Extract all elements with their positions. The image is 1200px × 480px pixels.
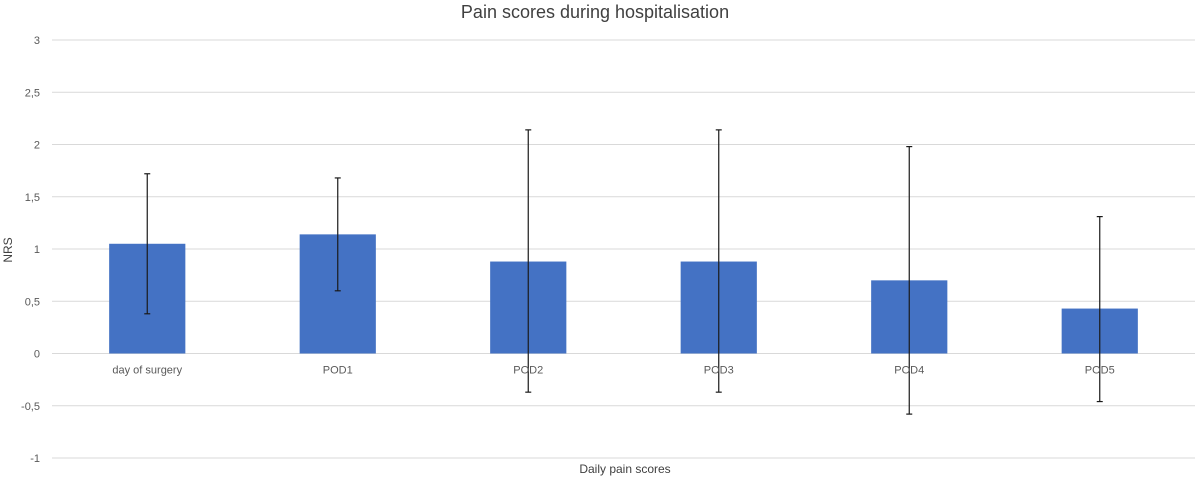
x-tick-label: day of surgery [112,365,182,377]
y-tick-label: 2,5 [25,87,40,99]
y-axis-ticks: -1 -0,5 0 0,5 1 1,5 2 2,5 3 [21,35,40,465]
gridlines [52,39,1195,459]
x-tick-label: POD3 [704,365,734,377]
error-bar [144,173,151,315]
y-tick-label: -0,5 [21,401,40,413]
y-tick-label: 0 [34,349,40,361]
error-bar [525,129,532,393]
y-tick-label: 3 [34,35,40,47]
x-tick-label: POD2 [513,365,543,377]
y-axis-label: NRS [1,237,15,262]
x-tick-label: POD1 [323,365,353,377]
error-bar [334,177,341,292]
y-tick-label: 1 [34,244,40,256]
x-axis-label: Daily pain scores [579,462,670,476]
y-tick-label: 1,5 [25,192,40,204]
error-bar [715,129,722,393]
y-tick-label: 0,5 [25,296,40,308]
y-tick-label: -1 [30,453,40,465]
y-tick-label: 2 [34,140,40,152]
error-bar [906,145,913,415]
x-tick-label: POD5 [1085,365,1115,377]
bars [109,234,1138,354]
chart-title: Pain scores during hospitalisation [461,2,729,22]
error-bars [144,129,1103,415]
x-axis-ticks: day of surgery POD1 POD2 POD3 POD4 POD5 [112,365,1114,377]
error-bar [1096,216,1103,403]
x-tick-label: POD4 [894,365,924,377]
